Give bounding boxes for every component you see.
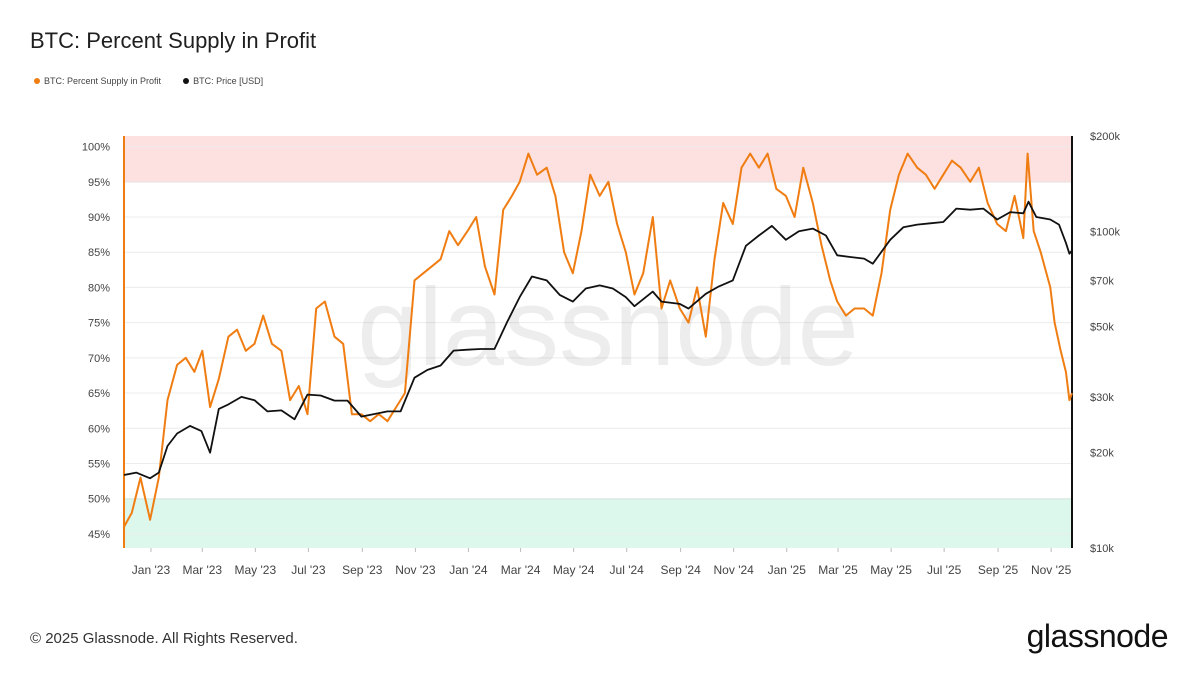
x-tick-label: Jan '23 — [132, 563, 171, 577]
legend-swatch-price — [183, 78, 190, 84]
y-right-tick-label: $200k — [1090, 131, 1120, 143]
brand-logo: glassnode — [1026, 618, 1169, 654]
y-left-tick-label: 65% — [88, 388, 110, 400]
series-line-price — [123, 200, 1073, 480]
legend-item-supply[interactable]: BTC: Percent Supply in Profit — [34, 76, 161, 86]
chart: 45% 50% 55% 60% 65% 70% 75% 80% 85% 90% 95% 100% $10… — [82, 131, 1121, 577]
x-tick-label: Nov '25 — [1031, 563, 1072, 577]
x-tick-label: Jul '25 — [927, 563, 962, 577]
y-left-tick-label: 55% — [88, 458, 110, 470]
x-tick-label: Nov '24 — [714, 563, 755, 577]
band-1 — [124, 498, 1072, 548]
x-tick-label: Jul '24 — [610, 563, 645, 577]
x-tick-label: Nov '23 — [395, 563, 436, 577]
watermark: glassnode — [357, 266, 859, 389]
y-left-tick-label: 85% — [88, 247, 110, 259]
x-tick-label: May '25 — [870, 563, 912, 577]
chart-title: BTC: Percent Supply in Profit — [30, 28, 317, 53]
y-right-tick-label: $100k — [1090, 226, 1120, 238]
y-right-tick-label: $50k — [1090, 322, 1114, 334]
y-right-tick-label: $20k — [1090, 448, 1114, 460]
copyright-footer: © 2025 Glassnode. All Rights Reserved. — [30, 630, 298, 647]
y-left-tick-label: 100% — [82, 142, 110, 154]
y-right-tick-label: $30k — [1090, 392, 1114, 404]
x-tick-label: Sep '24 — [660, 563, 701, 577]
y-left-tick-label: 50% — [88, 494, 110, 506]
y-left-tick-label: 70% — [88, 353, 110, 365]
x-tick-label: Mar '23 — [182, 563, 222, 577]
legend-label-supply: BTC: Percent Supply in Profit — [44, 76, 162, 86]
x-tick-label: Jul '23 — [291, 563, 326, 577]
x-tick-label: Jan '24 — [449, 563, 488, 577]
series-line-supply-in-profit — [123, 152, 1073, 528]
x-tick-label: Mar '24 — [501, 563, 541, 577]
y-left-tick-label: 80% — [88, 282, 110, 294]
legend-swatch-supply — [34, 78, 40, 84]
y-left-tick-label: 60% — [88, 423, 110, 435]
y-right-tick-label: $10k — [1090, 543, 1114, 555]
legend: BTC: Percent Supply in Profit BTC: Price… — [34, 76, 263, 86]
legend-item-price[interactable]: BTC: Price [USD] — [183, 76, 263, 86]
x-tick-label: May '23 — [235, 563, 277, 577]
x-tick-label: Mar '25 — [818, 563, 858, 577]
y-left-tick-label: 90% — [88, 212, 110, 224]
y-left-tick-label: 75% — [88, 318, 110, 330]
y-left-tick-label: 45% — [88, 529, 110, 541]
x-tick-label: Jan '25 — [768, 563, 807, 577]
y-right-tick-label: $70k — [1090, 275, 1114, 287]
legend-label-price: BTC: Price [USD] — [193, 76, 264, 86]
x-tick-label: Sep '23 — [342, 563, 383, 577]
band-0 — [124, 136, 1072, 182]
x-tick-label: Sep '25 — [978, 563, 1019, 577]
x-tick-label: May '24 — [553, 563, 595, 577]
y-left-tick-label: 95% — [88, 177, 110, 189]
